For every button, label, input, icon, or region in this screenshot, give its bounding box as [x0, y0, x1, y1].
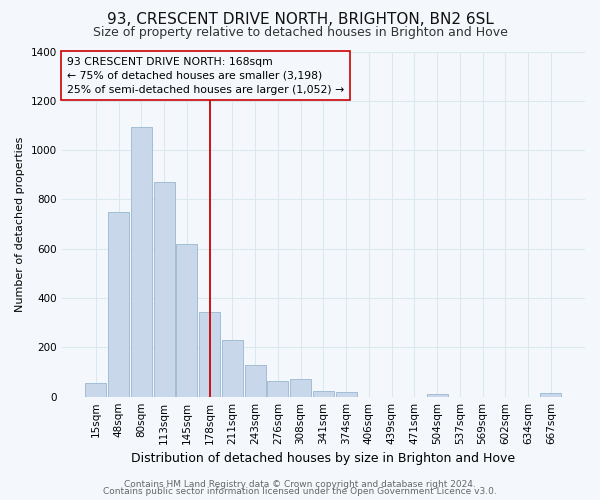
Bar	[154, 182, 175, 396]
Bar	[540, 393, 561, 396]
Bar	[222, 340, 243, 396]
Bar	[335, 392, 356, 396]
Text: Contains public sector information licensed under the Open Government Licence v3: Contains public sector information licen…	[103, 487, 497, 496]
Bar	[427, 394, 448, 396]
Bar	[268, 380, 289, 396]
Bar	[199, 312, 220, 396]
Bar	[131, 126, 152, 396]
X-axis label: Distribution of detached houses by size in Brighton and Hove: Distribution of detached houses by size …	[131, 452, 515, 465]
Bar	[85, 383, 106, 396]
Bar	[313, 390, 334, 396]
Bar	[290, 380, 311, 396]
Text: Size of property relative to detached houses in Brighton and Hove: Size of property relative to detached ho…	[92, 26, 508, 39]
Text: 93 CRESCENT DRIVE NORTH: 168sqm
← 75% of detached houses are smaller (3,198)
25%: 93 CRESCENT DRIVE NORTH: 168sqm ← 75% of…	[67, 56, 344, 94]
Y-axis label: Number of detached properties: Number of detached properties	[15, 136, 25, 312]
Bar	[108, 212, 129, 396]
Bar	[245, 364, 266, 396]
Text: Contains HM Land Registry data © Crown copyright and database right 2024.: Contains HM Land Registry data © Crown c…	[124, 480, 476, 489]
Text: 93, CRESCENT DRIVE NORTH, BRIGHTON, BN2 6SL: 93, CRESCENT DRIVE NORTH, BRIGHTON, BN2 …	[107, 12, 493, 28]
Bar	[176, 244, 197, 396]
